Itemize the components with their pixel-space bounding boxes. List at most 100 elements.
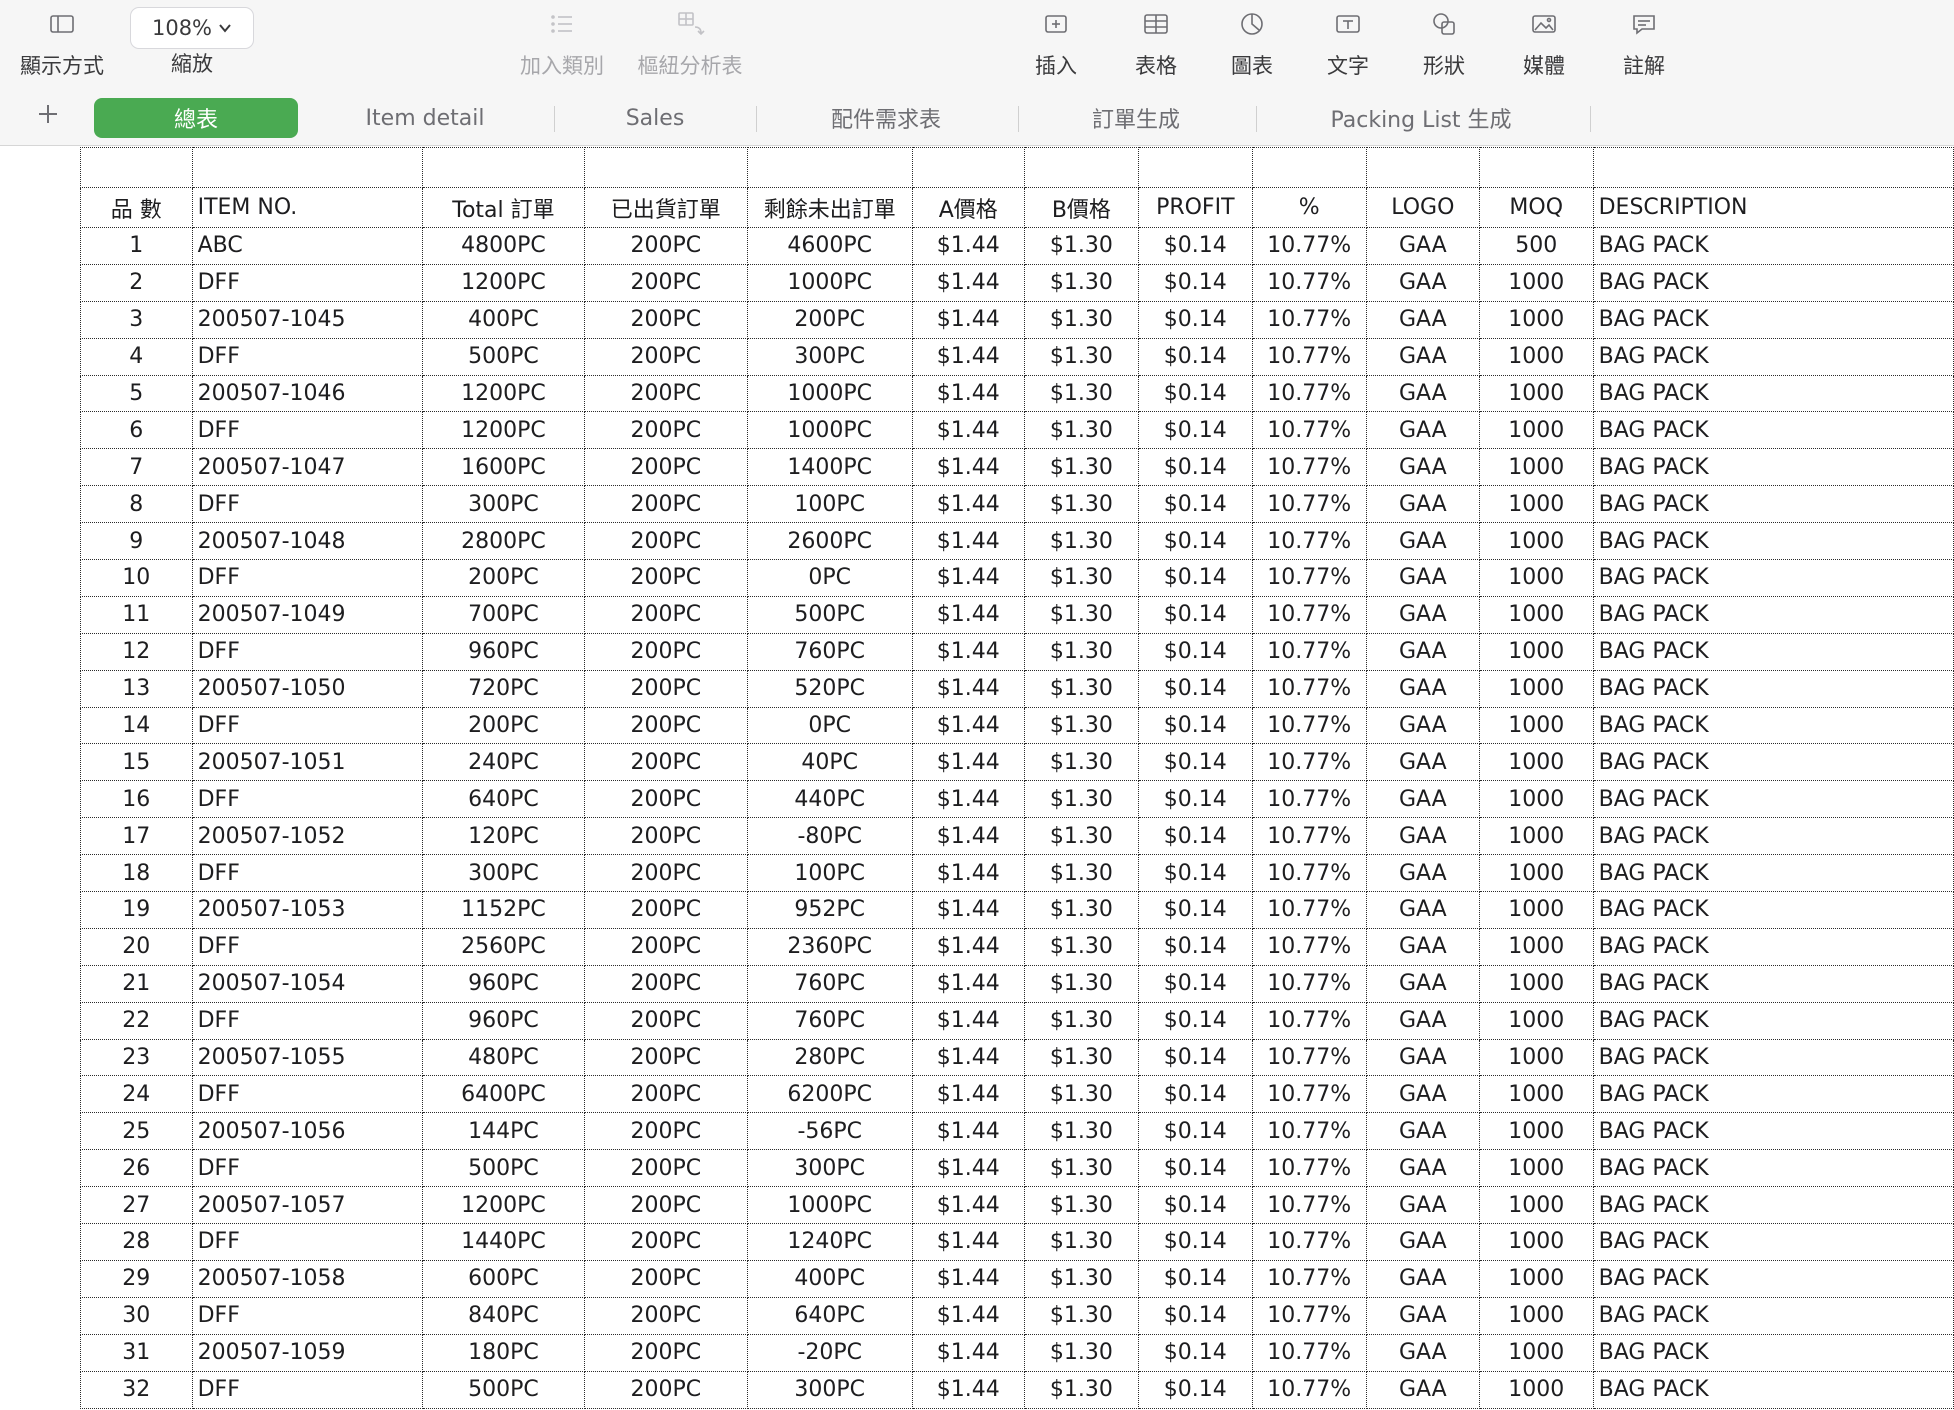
cell-item-no[interactable]: 200507-1049 (191, 595, 424, 634)
cell-item-no[interactable]: DFF (191, 263, 424, 302)
empty-cell[interactable] (1023, 147, 1139, 188)
tab-order-generation[interactable]: 訂單生成 (1091, 108, 1180, 133)
cell-qty[interactable]: 1 (80, 227, 193, 265)
empty-cell[interactable] (1592, 147, 1954, 188)
cell-remaining[interactable]: 300PC (746, 1370, 913, 1409)
cell-price-a[interactable]: $1.44 (911, 706, 1025, 745)
cell-logo[interactable]: GAA (1365, 559, 1480, 597)
cell-item-no[interactable]: DFF (191, 1223, 424, 1261)
cell-profit[interactable]: $0.14 (1137, 927, 1253, 966)
cell-percent[interactable]: 10.77% (1251, 1333, 1367, 1372)
comment-button[interactable]: 註解 (1612, 0, 1676, 90)
cell-logo[interactable]: GAA (1365, 522, 1480, 561)
cell-shipped[interactable]: 200PC (583, 1112, 748, 1151)
cell-price-a[interactable]: $1.44 (911, 337, 1025, 376)
cell-price-b[interactable]: $1.30 (1023, 559, 1139, 597)
cell-profit[interactable]: $0.14 (1137, 263, 1253, 302)
cell-qty[interactable]: 16 (80, 780, 193, 819)
cell-price-b[interactable]: $1.30 (1023, 227, 1139, 265)
header-cell-description[interactable]: DESCRIPTION (1592, 187, 1954, 228)
cell-shipped[interactable]: 200PC (583, 1370, 748, 1409)
cell-shipped[interactable]: 200PC (583, 1333, 748, 1372)
cell-logo[interactable]: GAA (1365, 817, 1480, 856)
cell-shipped[interactable]: 200PC (583, 669, 748, 708)
cell-price-b[interactable]: $1.30 (1023, 632, 1139, 671)
cell-percent[interactable]: 10.77% (1251, 337, 1367, 376)
cell-description[interactable]: BAG PACK (1592, 263, 1954, 302)
cell-profit[interactable]: $0.14 (1137, 743, 1253, 782)
cell-logo[interactable]: GAA (1365, 1038, 1480, 1077)
cell-price-a[interactable]: $1.44 (911, 595, 1025, 634)
cell-moq[interactable]: 1000 (1478, 263, 1594, 302)
cell-total-order[interactable]: 200PC (422, 559, 585, 597)
cell-item-no[interactable]: 200507-1051 (191, 743, 424, 782)
cell-price-b[interactable]: $1.30 (1023, 300, 1139, 339)
tab-parts-demand[interactable]: 配件需求表 (830, 108, 941, 133)
cell-remaining[interactable]: -20PC (746, 1333, 913, 1372)
cell-profit[interactable]: $0.14 (1137, 374, 1253, 413)
cell-percent[interactable]: 10.77% (1251, 927, 1367, 966)
cell-percent[interactable]: 10.77% (1251, 706, 1367, 745)
empty-cell[interactable] (1365, 147, 1480, 188)
media-button[interactable]: 媒體 (1512, 0, 1576, 90)
cell-shipped[interactable]: 200PC (583, 448, 748, 487)
shape-button[interactable]: 形狀 (1412, 0, 1476, 90)
cell-profit[interactable]: $0.14 (1137, 1112, 1253, 1151)
cell-description[interactable]: BAG PACK (1592, 669, 1954, 708)
cell-description[interactable]: BAG PACK (1592, 411, 1954, 450)
cell-moq[interactable]: 1000 (1478, 891, 1594, 929)
cell-profit[interactable]: $0.14 (1137, 632, 1253, 671)
cell-qty[interactable]: 5 (80, 374, 193, 413)
cell-remaining[interactable]: 1000PC (746, 374, 913, 413)
cell-description[interactable]: BAG PACK (1592, 1075, 1954, 1114)
text-button[interactable]: 文字 (1316, 0, 1380, 90)
cell-moq[interactable]: 1000 (1478, 817, 1594, 856)
cell-price-b[interactable]: $1.30 (1023, 854, 1139, 893)
cell-price-a[interactable]: $1.44 (911, 559, 1025, 597)
cell-description[interactable]: BAG PACK (1592, 706, 1954, 745)
insert-button[interactable]: 插入 (1024, 0, 1088, 90)
cell-description[interactable]: BAG PACK (1592, 1112, 1954, 1151)
cell-price-b[interactable]: $1.30 (1023, 1149, 1139, 1188)
cell-percent[interactable]: 10.77% (1251, 1223, 1367, 1261)
cell-description[interactable]: BAG PACK (1592, 522, 1954, 561)
cell-description[interactable]: BAG PACK (1592, 485, 1954, 524)
cell-item-no[interactable]: ABC (191, 227, 424, 265)
cell-total-order[interactable]: 480PC (422, 1038, 585, 1077)
header-cell-moq[interactable]: MOQ (1478, 187, 1594, 228)
cell-remaining[interactable]: 300PC (746, 1149, 913, 1188)
cell-shipped[interactable]: 200PC (583, 743, 748, 782)
cell-logo[interactable]: GAA (1365, 964, 1480, 1003)
cell-total-order[interactable]: 1200PC (422, 263, 585, 302)
cell-qty[interactable]: 21 (80, 964, 193, 1003)
cell-qty[interactable]: 7 (80, 448, 193, 487)
cell-profit[interactable]: $0.14 (1137, 1075, 1253, 1114)
add-sheet-button[interactable] (30, 96, 66, 132)
cell-percent[interactable]: 10.77% (1251, 1259, 1367, 1298)
cell-price-a[interactable]: $1.44 (911, 817, 1025, 856)
cell-profit[interactable]: $0.14 (1137, 1038, 1253, 1077)
cell-remaining[interactable]: 40PC (746, 743, 913, 782)
cell-logo[interactable]: GAA (1365, 780, 1480, 819)
cell-total-order[interactable]: 600PC (422, 1259, 585, 1298)
cell-description[interactable]: BAG PACK (1592, 448, 1954, 487)
cell-item-no[interactable]: DFF (191, 706, 424, 745)
cell-remaining[interactable]: 1000PC (746, 411, 913, 450)
cell-remaining[interactable]: 2600PC (746, 522, 913, 561)
cell-logo[interactable]: GAA (1365, 300, 1480, 339)
cell-logo[interactable]: GAA (1365, 632, 1480, 671)
cell-item-no[interactable]: 200507-1057 (191, 1186, 424, 1225)
zoom-select[interactable]: 108% (130, 7, 254, 49)
cell-price-b[interactable]: $1.30 (1023, 1186, 1139, 1225)
cell-moq[interactable]: 1000 (1478, 854, 1594, 893)
cell-qty[interactable]: 23 (80, 1038, 193, 1077)
cell-total-order[interactable]: 720PC (422, 669, 585, 708)
cell-shipped[interactable]: 200PC (583, 337, 748, 376)
cell-item-no[interactable]: 200507-1047 (191, 448, 424, 487)
cell-percent[interactable]: 10.77% (1251, 854, 1367, 893)
pivot-table-button[interactable]: 樞紐分析表 (632, 0, 748, 90)
cell-percent[interactable]: 10.77% (1251, 1112, 1367, 1151)
cell-total-order[interactable]: 1152PC (422, 891, 585, 929)
cell-description[interactable]: BAG PACK (1592, 927, 1954, 966)
cell-logo[interactable]: GAA (1365, 1075, 1480, 1114)
